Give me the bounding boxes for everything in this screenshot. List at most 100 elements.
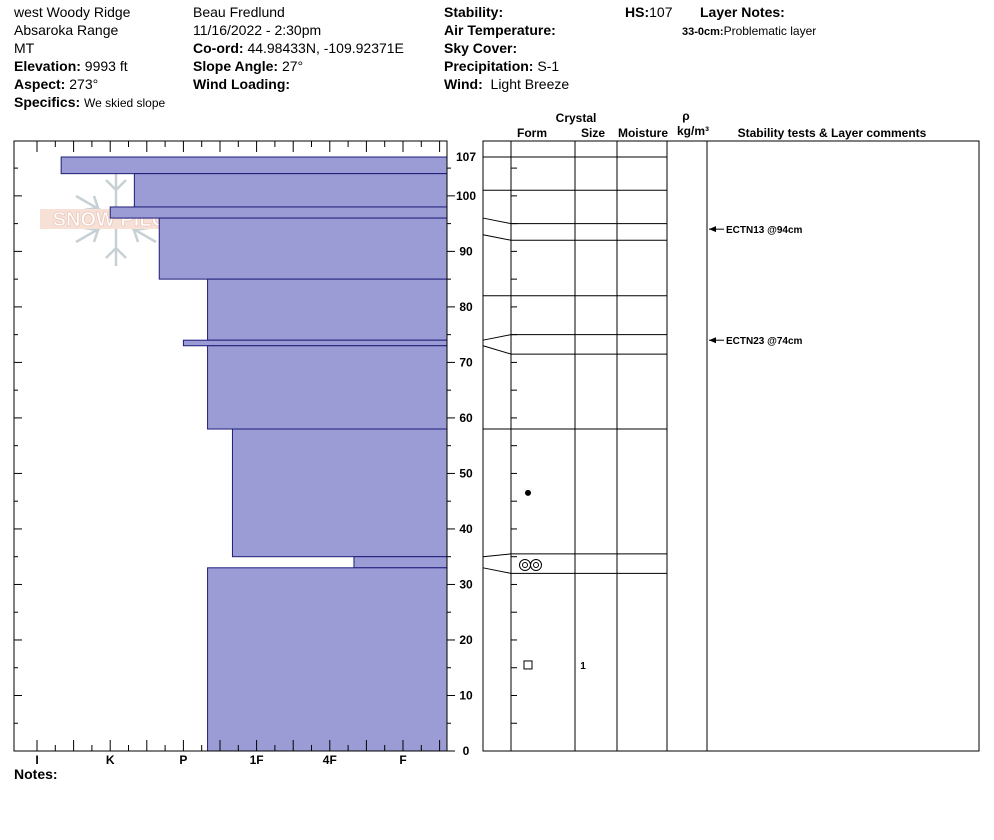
precip-label: Precipitation: <box>444 58 534 74</box>
wind-loading-label: Wind Loading: <box>193 76 291 92</box>
location: west Woody Ridge <box>14 4 131 20</box>
test-label: ECTN13 @94cm <box>726 225 803 236</box>
crystal-header: Crystal <box>556 111 597 125</box>
specifics-value: We skied slope <box>84 96 166 110</box>
moisture-header: Moisture <box>618 126 668 140</box>
aspect: Aspect: 273° <box>14 75 98 93</box>
layer-note: 33-0cm:Problematic layer <box>682 22 816 41</box>
precipitation: Precipitation: S-1 <box>444 57 559 75</box>
hardness-label-P: P <box>179 753 187 767</box>
hs: HS:107 <box>625 3 672 21</box>
hardness-label-F: F <box>399 753 406 767</box>
depth-label-10: 10 <box>459 688 473 702</box>
coord-value: 44.98433N, -109.92371E <box>247 40 404 56</box>
depth-label-70: 70 <box>459 355 473 369</box>
hs-value: 107 <box>649 4 673 20</box>
elevation-label: Elevation: <box>14 58 81 74</box>
wind-label: Wind: <box>444 76 483 92</box>
grain-form-faceted-icon <box>523 660 533 670</box>
crystal-table-frame <box>482 140 980 752</box>
hardness-label-K: K <box>106 753 115 767</box>
hardness-label-I: I <box>35 753 38 767</box>
aspect-value: 273° <box>69 76 99 92</box>
elevation-value: 9993 ft <box>84 58 128 74</box>
hardness-layers <box>60 156 448 752</box>
precip-value: S-1 <box>537 58 560 74</box>
crystal-table-columns <box>510 141 708 751</box>
layer-notes-label: Layer Notes: <box>700 4 785 20</box>
specifics: Specifics: We skied slope <box>14 93 165 112</box>
specifics-label: Specifics: <box>14 94 81 110</box>
hardness-layer-9 <box>207 567 448 752</box>
notes-label: Notes: <box>14 766 58 782</box>
depth-label-40: 40 <box>459 522 473 536</box>
hardness-label-1F: 1F <box>250 753 264 767</box>
depth-label-30: 30 <box>459 577 473 591</box>
boundary-connector <box>482 345 512 355</box>
hardness-axis-ticks <box>14 141 441 752</box>
state: MT <box>14 40 35 56</box>
depth-label-60: 60 <box>459 411 473 425</box>
grain-form-rounds-icon <box>525 489 531 496</box>
slope-value: 27° <box>281 58 304 74</box>
aspect-label: Aspect: <box>14 76 66 92</box>
hardness-layer-7 <box>231 428 448 558</box>
grain-size: 1 <box>580 661 586 672</box>
hardness-layer-6 <box>207 345 448 430</box>
hs-label: HS: <box>625 4 650 20</box>
slope-label: Slope Angle: <box>193 58 279 74</box>
depth-label-80: 80 <box>459 300 473 314</box>
hardness-layer-0 <box>60 156 448 175</box>
depth-label-20: 20 <box>459 633 473 647</box>
hardness-layer-8 <box>353 556 448 569</box>
range: Absaroka Range <box>14 22 119 38</box>
wind: Wind: Light Breeze <box>444 75 569 93</box>
hardness-layer-3 <box>158 217 448 280</box>
test-arrow-icon <box>709 226 716 233</box>
stability: Stability: <box>444 3 503 21</box>
hardness-layer-5 <box>182 339 448 347</box>
wind-value: Light Breeze <box>490 76 570 92</box>
size-header: Size <box>581 126 605 140</box>
form-header: Form <box>517 126 547 140</box>
observer: Beau Fredlund <box>193 4 285 20</box>
depth-label-90: 90 <box>459 244 473 258</box>
rho-header: ρ <box>682 109 689 123</box>
hardness-label-4F: 4F <box>323 753 337 767</box>
elevation: Elevation: 9993 ft <box>14 57 128 75</box>
hardness-layer-2 <box>109 206 448 219</box>
air-temperature: Air Temperature: <box>444 21 556 39</box>
test-arrow-icon <box>709 337 716 344</box>
layer-notes-title: Layer Notes: <box>700 3 785 21</box>
density-unit-header: kg/m³ <box>677 124 709 138</box>
table-layer-boundaries <box>482 156 667 752</box>
boundary-connector <box>482 567 512 574</box>
boundary-connector <box>482 217 512 225</box>
hardness-layer-4 <box>207 278 448 341</box>
sky-label: Sky Cover: <box>444 40 518 56</box>
boundary-connector <box>482 234 512 241</box>
grain-form-melt-icon <box>519 559 542 572</box>
hardness-axis-labels: I K P 1F 4F F <box>35 753 406 767</box>
stability-tests: ECTN13 @94cm ECTN23 @74cm <box>709 225 803 347</box>
depth-label-50: 50 <box>459 466 473 480</box>
grain-forms: 1 <box>519 489 586 672</box>
comments-header: Stability tests & Layer comments <box>738 126 927 140</box>
air-temp-label: Air Temperature: <box>444 22 556 38</box>
coord-label: Co-ord: <box>193 40 244 56</box>
test-label: ECTN23 @74cm <box>726 336 803 347</box>
boundary-connector <box>482 553 512 558</box>
hardness-layer-1 <box>133 173 448 208</box>
depth-label-107: 107 <box>456 150 476 164</box>
datetime: 11/16/2022 - 2:30pm <box>193 22 322 38</box>
boundary-connector <box>482 334 512 341</box>
layer-note-range: 33-0cm: <box>682 26 724 38</box>
coordinates: Co-ord: 44.98433N, -109.92371E <box>193 39 404 57</box>
sky-cover: Sky Cover: <box>444 39 517 57</box>
depth-axis: 0 10 20 30 40 50 60 70 80 90 100 107 <box>447 141 484 758</box>
stability-label: Stability: <box>444 4 504 20</box>
wind-loading: Wind Loading: <box>193 75 290 93</box>
depth-label-0: 0 <box>463 744 470 758</box>
slope-angle: Slope Angle: 27° <box>193 57 303 75</box>
